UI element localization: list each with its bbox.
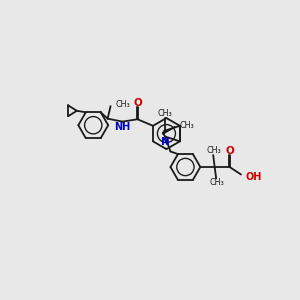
Text: CH₃: CH₃ — [116, 100, 130, 109]
Text: O: O — [133, 98, 142, 107]
Text: OH: OH — [245, 172, 262, 182]
Text: N: N — [161, 136, 170, 147]
Text: CH₃: CH₃ — [180, 121, 195, 130]
Text: CH₃: CH₃ — [207, 146, 221, 155]
Text: O: O — [225, 146, 234, 156]
Text: CH₃: CH₃ — [158, 109, 172, 118]
Text: CH₃: CH₃ — [210, 178, 224, 187]
Text: NH: NH — [114, 122, 130, 132]
